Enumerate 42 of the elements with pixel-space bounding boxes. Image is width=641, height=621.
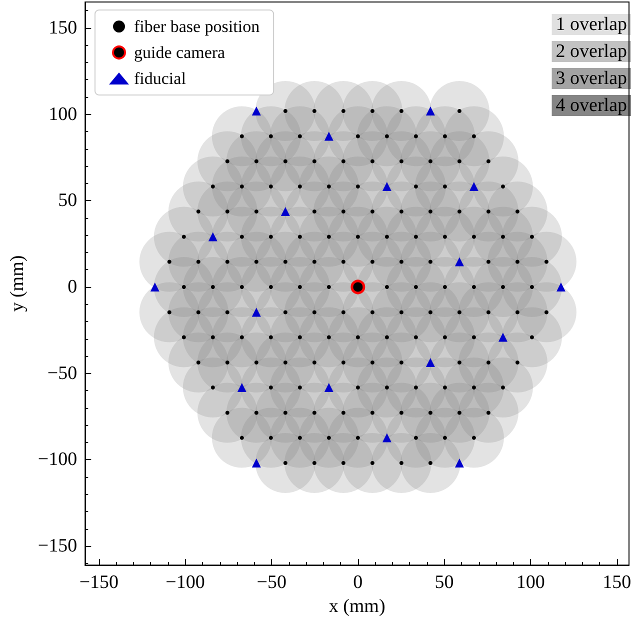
point	[382, 433, 392, 442]
x-tick-label: −50	[256, 572, 286, 594]
legend-label: fiber base position	[134, 17, 260, 36]
y-tick-label: −50	[47, 362, 78, 384]
x-tick-label: 150	[602, 572, 632, 594]
point	[237, 383, 246, 392]
annotation: 4 overlap	[556, 95, 628, 116]
point	[454, 257, 464, 266]
point	[498, 332, 508, 342]
x-tick-label: 0	[353, 572, 363, 594]
annotation: 1 overlap	[556, 14, 628, 35]
point	[350, 280, 366, 294]
y-tick-label: −150	[38, 536, 78, 557]
y-tick-label: 0	[68, 276, 78, 298]
point	[252, 308, 261, 317]
point	[208, 232, 218, 242]
annotation: 3 overlap	[556, 68, 628, 89]
point	[280, 207, 290, 216]
y-tick-label: 100	[48, 104, 78, 125]
point	[324, 383, 334, 392]
point	[426, 106, 435, 116]
y-tick-label: 150	[48, 17, 78, 38]
x-tick-label: 50	[434, 572, 454, 594]
legend-label: guide camera	[134, 43, 226, 62]
x-tick-label: 100	[516, 572, 545, 594]
legend-label: fiducial	[134, 69, 186, 88]
annotation: 2 overlap	[556, 41, 628, 62]
point	[252, 106, 261, 116]
point	[382, 182, 392, 191]
x-tick-label: −150	[79, 572, 119, 594]
point	[556, 282, 566, 292]
x-axis-title: x (mm)	[328, 596, 386, 617]
y-axis-title: y (mm)	[7, 255, 28, 312]
point	[324, 132, 334, 141]
y-tick-label: 50	[58, 190, 78, 212]
point	[454, 458, 464, 468]
point	[150, 282, 160, 292]
point	[469, 182, 478, 191]
point	[426, 358, 435, 367]
point	[252, 458, 261, 468]
x-tick-label: −100	[166, 572, 205, 594]
y-tick-label: −100	[38, 449, 78, 470]
